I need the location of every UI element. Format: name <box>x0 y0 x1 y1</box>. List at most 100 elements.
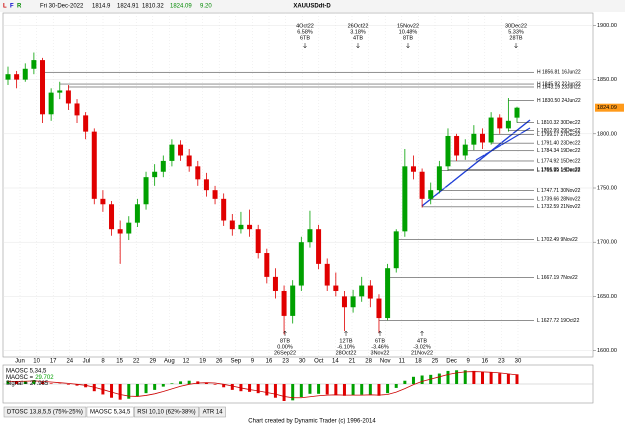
annotation: -3.02% <box>413 344 431 350</box>
annotation-arrow <box>420 330 424 336</box>
level-label: L 1732.59 21Nov22 <box>537 204 581 210</box>
y-tick-label: 1900.00 <box>597 23 617 29</box>
candle-body <box>376 298 382 319</box>
annotation-arrow <box>514 43 518 49</box>
plot-frame <box>2 12 594 358</box>
candle-body <box>410 166 416 172</box>
candle-body <box>272 276 278 291</box>
level-label: H 1856.81 16Jun22 <box>537 70 581 76</box>
candle-body <box>14 74 20 80</box>
candle-body <box>402 166 408 232</box>
tab-label[interactable]: MAOSC 5,34,5 <box>90 410 131 416</box>
candle-body <box>238 224 244 230</box>
price-tag <box>595 103 624 112</box>
candle-body <box>428 190 434 199</box>
annotation: 4TB <box>417 338 427 344</box>
annotation: 30Dec22 <box>505 23 527 29</box>
y-tick-label: 1600.00 <box>597 348 617 354</box>
candle-body <box>471 133 477 145</box>
annotation: 10.48% <box>399 29 418 35</box>
candle-body <box>48 92 54 115</box>
candle-body <box>203 179 209 191</box>
level-label: L 1747.71 30Nov22 <box>537 188 581 194</box>
tab-box[interactable] <box>134 406 199 418</box>
annotation: 26Oct22 <box>348 23 369 29</box>
candle-body <box>178 144 184 156</box>
r-button[interactable]: R <box>17 4 22 10</box>
candle-body <box>109 204 115 230</box>
header-low: 1810.32 <box>142 4 164 10</box>
header-high: 1824.91 <box>117 4 139 10</box>
candle-body <box>5 74 11 80</box>
label: Signal = <box>6 381 28 387</box>
x-tick-label: 30 <box>515 359 522 365</box>
candle-body <box>57 90 63 93</box>
tab-box[interactable] <box>199 406 226 418</box>
tab-label[interactable]: DTOSC 13,8,5,5 (75%-25%) <box>7 410 83 416</box>
tab-label[interactable]: RSI 10,10 (62%-38%) <box>137 410 195 416</box>
annotation: 4Oct22 <box>296 23 314 29</box>
candle-body <box>385 268 391 319</box>
x-tick-label: 12 <box>183 359 190 365</box>
x-tick-label: 9 <box>467 359 471 365</box>
x-tick-label: 28 <box>365 359 372 365</box>
x-tick-label: 19 <box>199 359 206 365</box>
oscillator-value: Signal = 27.965 <box>6 381 49 387</box>
candle-body <box>229 220 235 230</box>
header-change: 9.20 <box>200 4 212 10</box>
x-tick-label: 24 <box>66 359 73 365</box>
level-label: L 1791.40 23Dec22 <box>537 140 581 146</box>
candle-body <box>212 190 218 199</box>
l-button[interactable]: L <box>3 4 7 10</box>
header-date: Fri 30-Dec-2022 <box>40 4 84 10</box>
x-tick-label: 21 <box>349 359 356 365</box>
level-label: L 1774.92 15Dec22 <box>537 158 581 164</box>
x-tick-label: 18 <box>415 359 422 365</box>
candle-body <box>40 60 46 115</box>
tab-box[interactable] <box>86 406 134 418</box>
candle-body <box>488 117 494 143</box>
annotation: 28TB <box>509 35 522 41</box>
f-button[interactable]: F <box>10 4 14 10</box>
candle-body <box>307 229 313 243</box>
candle-body <box>91 131 97 199</box>
header-bar <box>0 0 625 12</box>
level-label: L 1667.19 7Nov22 <box>537 275 578 281</box>
candle-body <box>117 229 123 234</box>
value: 27.965 <box>30 381 49 387</box>
price-tag-label: 1824.09 <box>597 105 617 111</box>
candle-body <box>143 177 149 205</box>
trendline <box>421 119 531 207</box>
candle-body <box>333 285 339 291</box>
level-label: L 1810.32 30Dec22 <box>537 120 581 126</box>
candle-body <box>341 296 347 308</box>
candle-body <box>83 115 89 132</box>
footer: Chart created by Dynamic Trader (c) 1996… <box>248 419 376 425</box>
tab[interactable]: DTOSC 13,8,5,5 (75%-25%) <box>3 406 87 418</box>
tab[interactable]: MAOSC 5,34,5 <box>86 406 134 418</box>
y-tick-label: 1850.00 <box>597 77 617 83</box>
candle-body <box>350 296 356 308</box>
tab[interactable]: RSI 10,10 (62%-38%) <box>134 406 199 418</box>
candle-body <box>221 198 227 221</box>
x-tick-label: 9 <box>251 359 255 365</box>
tab-box[interactable] <box>3 406 87 418</box>
oscillator-value: MAOSC = 29.702 <box>6 375 54 381</box>
candle-body <box>316 229 322 264</box>
candle-body <box>169 144 175 161</box>
tab-label[interactable]: ATR 14 <box>203 410 224 416</box>
candle-body <box>324 263 330 286</box>
candle-body <box>393 231 399 269</box>
level-label: H 1845.92 22Jun22 <box>537 81 581 87</box>
candle-body <box>31 60 37 69</box>
candle-body <box>436 166 442 191</box>
annotation: 12TB <box>339 338 352 344</box>
annotation-arrow <box>356 43 360 49</box>
tab[interactable]: ATR 14 <box>199 406 226 418</box>
level-label: L 1702.49 9Nov22 <box>537 237 578 243</box>
candle-body <box>298 242 304 286</box>
x-tick-label: 29 <box>149 359 156 365</box>
candle-body <box>479 133 485 143</box>
x-tick-label: 8 <box>101 359 105 365</box>
